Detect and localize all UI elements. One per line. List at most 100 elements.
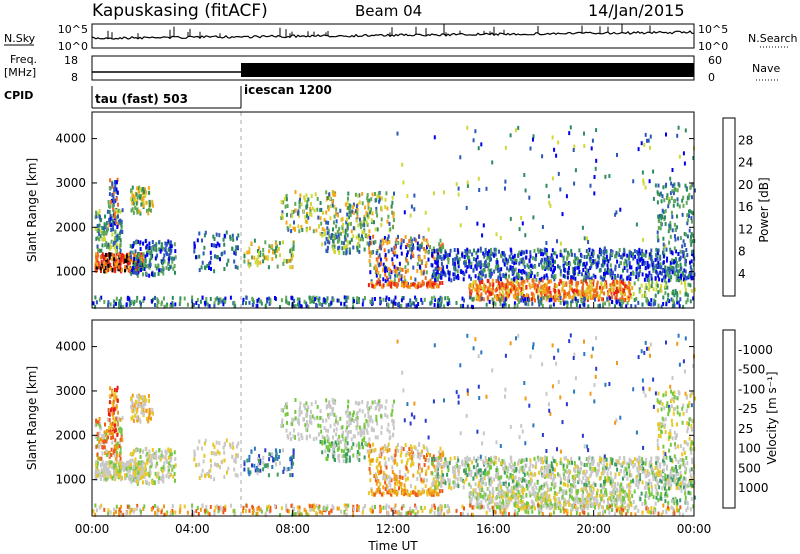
power-cell [141, 187, 144, 191]
power-cell [394, 282, 397, 287]
power-cell [672, 260, 675, 265]
power-cell [427, 227, 430, 232]
power-cell [418, 234, 421, 239]
velocity-cell [356, 416, 359, 421]
velocity-cell [243, 462, 246, 466]
power-cell [543, 260, 546, 265]
power-cell [369, 299, 372, 304]
velocity-cell [341, 433, 344, 438]
power-cell [552, 288, 555, 292]
power-cell [629, 276, 632, 281]
power-cell [224, 296, 227, 301]
velocity-cell [315, 436, 318, 441]
power-cell [607, 270, 610, 275]
power-cell [693, 188, 696, 193]
velocity-cell [362, 437, 365, 442]
power-cell [619, 277, 622, 282]
power-cell [685, 300, 688, 305]
power-cell [115, 234, 118, 239]
power-cell [325, 298, 328, 303]
power-cell [247, 262, 250, 267]
power-cell [549, 290, 552, 295]
power-cell [98, 231, 101, 236]
power-cell [455, 300, 458, 305]
power-cell [119, 261, 122, 266]
power-cell [222, 237, 225, 242]
power-cell [659, 262, 662, 267]
power-cell [606, 263, 609, 268]
power-cell [674, 234, 676, 239]
velocity-cell [103, 442, 106, 447]
power-cell [102, 265, 105, 270]
power-cell [664, 265, 667, 270]
power-cell [657, 248, 660, 253]
power-cell [326, 249, 329, 254]
power-cell [222, 298, 225, 303]
velocity-cell [316, 404, 319, 409]
velocity-cell [160, 477, 163, 482]
power-cell [502, 303, 505, 308]
velocity-cell [248, 458, 251, 463]
power-cell [588, 284, 591, 289]
power-cell [592, 251, 595, 256]
power-cell [95, 214, 98, 219]
power-cell [667, 297, 669, 302]
power-cell [593, 289, 596, 294]
power-cell [637, 272, 640, 277]
power-cell [463, 298, 465, 303]
velocity-cell [164, 454, 167, 459]
velocity-cell [103, 445, 106, 450]
power-cell [604, 271, 607, 276]
velocity-cell [154, 464, 157, 469]
power-cell [152, 203, 154, 208]
velocity-cell [99, 437, 102, 442]
power-cell [571, 266, 574, 271]
velocity-cell [319, 409, 322, 413]
power-cell [428, 283, 431, 288]
power-cell [684, 269, 687, 274]
power-cell [587, 240, 590, 245]
power-cell [137, 262, 140, 267]
power-cell [552, 259, 554, 263]
power-cell [603, 246, 606, 251]
power-cell [556, 239, 558, 244]
power-cell [342, 241, 345, 246]
power-cell [644, 292, 647, 297]
power-cell [495, 247, 498, 252]
power-cell [203, 245, 206, 250]
power-cell [353, 299, 355, 304]
velocity-cell [291, 417, 294, 422]
power-cell [121, 230, 124, 234]
power-cell [528, 275, 531, 280]
power-cell [660, 265, 663, 270]
power-cell [676, 293, 679, 298]
power-cell [662, 185, 665, 190]
power-cell [455, 182, 458, 187]
velocity-cell [358, 445, 360, 450]
velocity-cell [289, 473, 292, 478]
power-cell [275, 254, 277, 259]
velocity-cell [397, 442, 399, 447]
power-cell [508, 268, 510, 273]
power-cell [291, 304, 294, 309]
velocity-cell [136, 475, 138, 480]
power-cell [279, 253, 281, 258]
velocity-cell [268, 452, 271, 457]
power-cell [345, 220, 348, 225]
power-cell [684, 287, 687, 292]
power-cell [527, 302, 530, 307]
velocity-cell [100, 462, 103, 467]
power-cell [109, 302, 112, 307]
power-cell [632, 256, 635, 261]
velocity-cell [335, 432, 338, 437]
power-cell [115, 215, 118, 220]
velocity-cell [133, 449, 135, 454]
power-cell [628, 280, 631, 285]
power-cell [479, 246, 482, 251]
velocity-cell [98, 445, 101, 450]
power-cell [673, 246, 676, 251]
power-cell [474, 287, 477, 292]
power-cell [258, 299, 261, 304]
velocity-cell [107, 412, 110, 417]
power-cell [380, 261, 383, 266]
